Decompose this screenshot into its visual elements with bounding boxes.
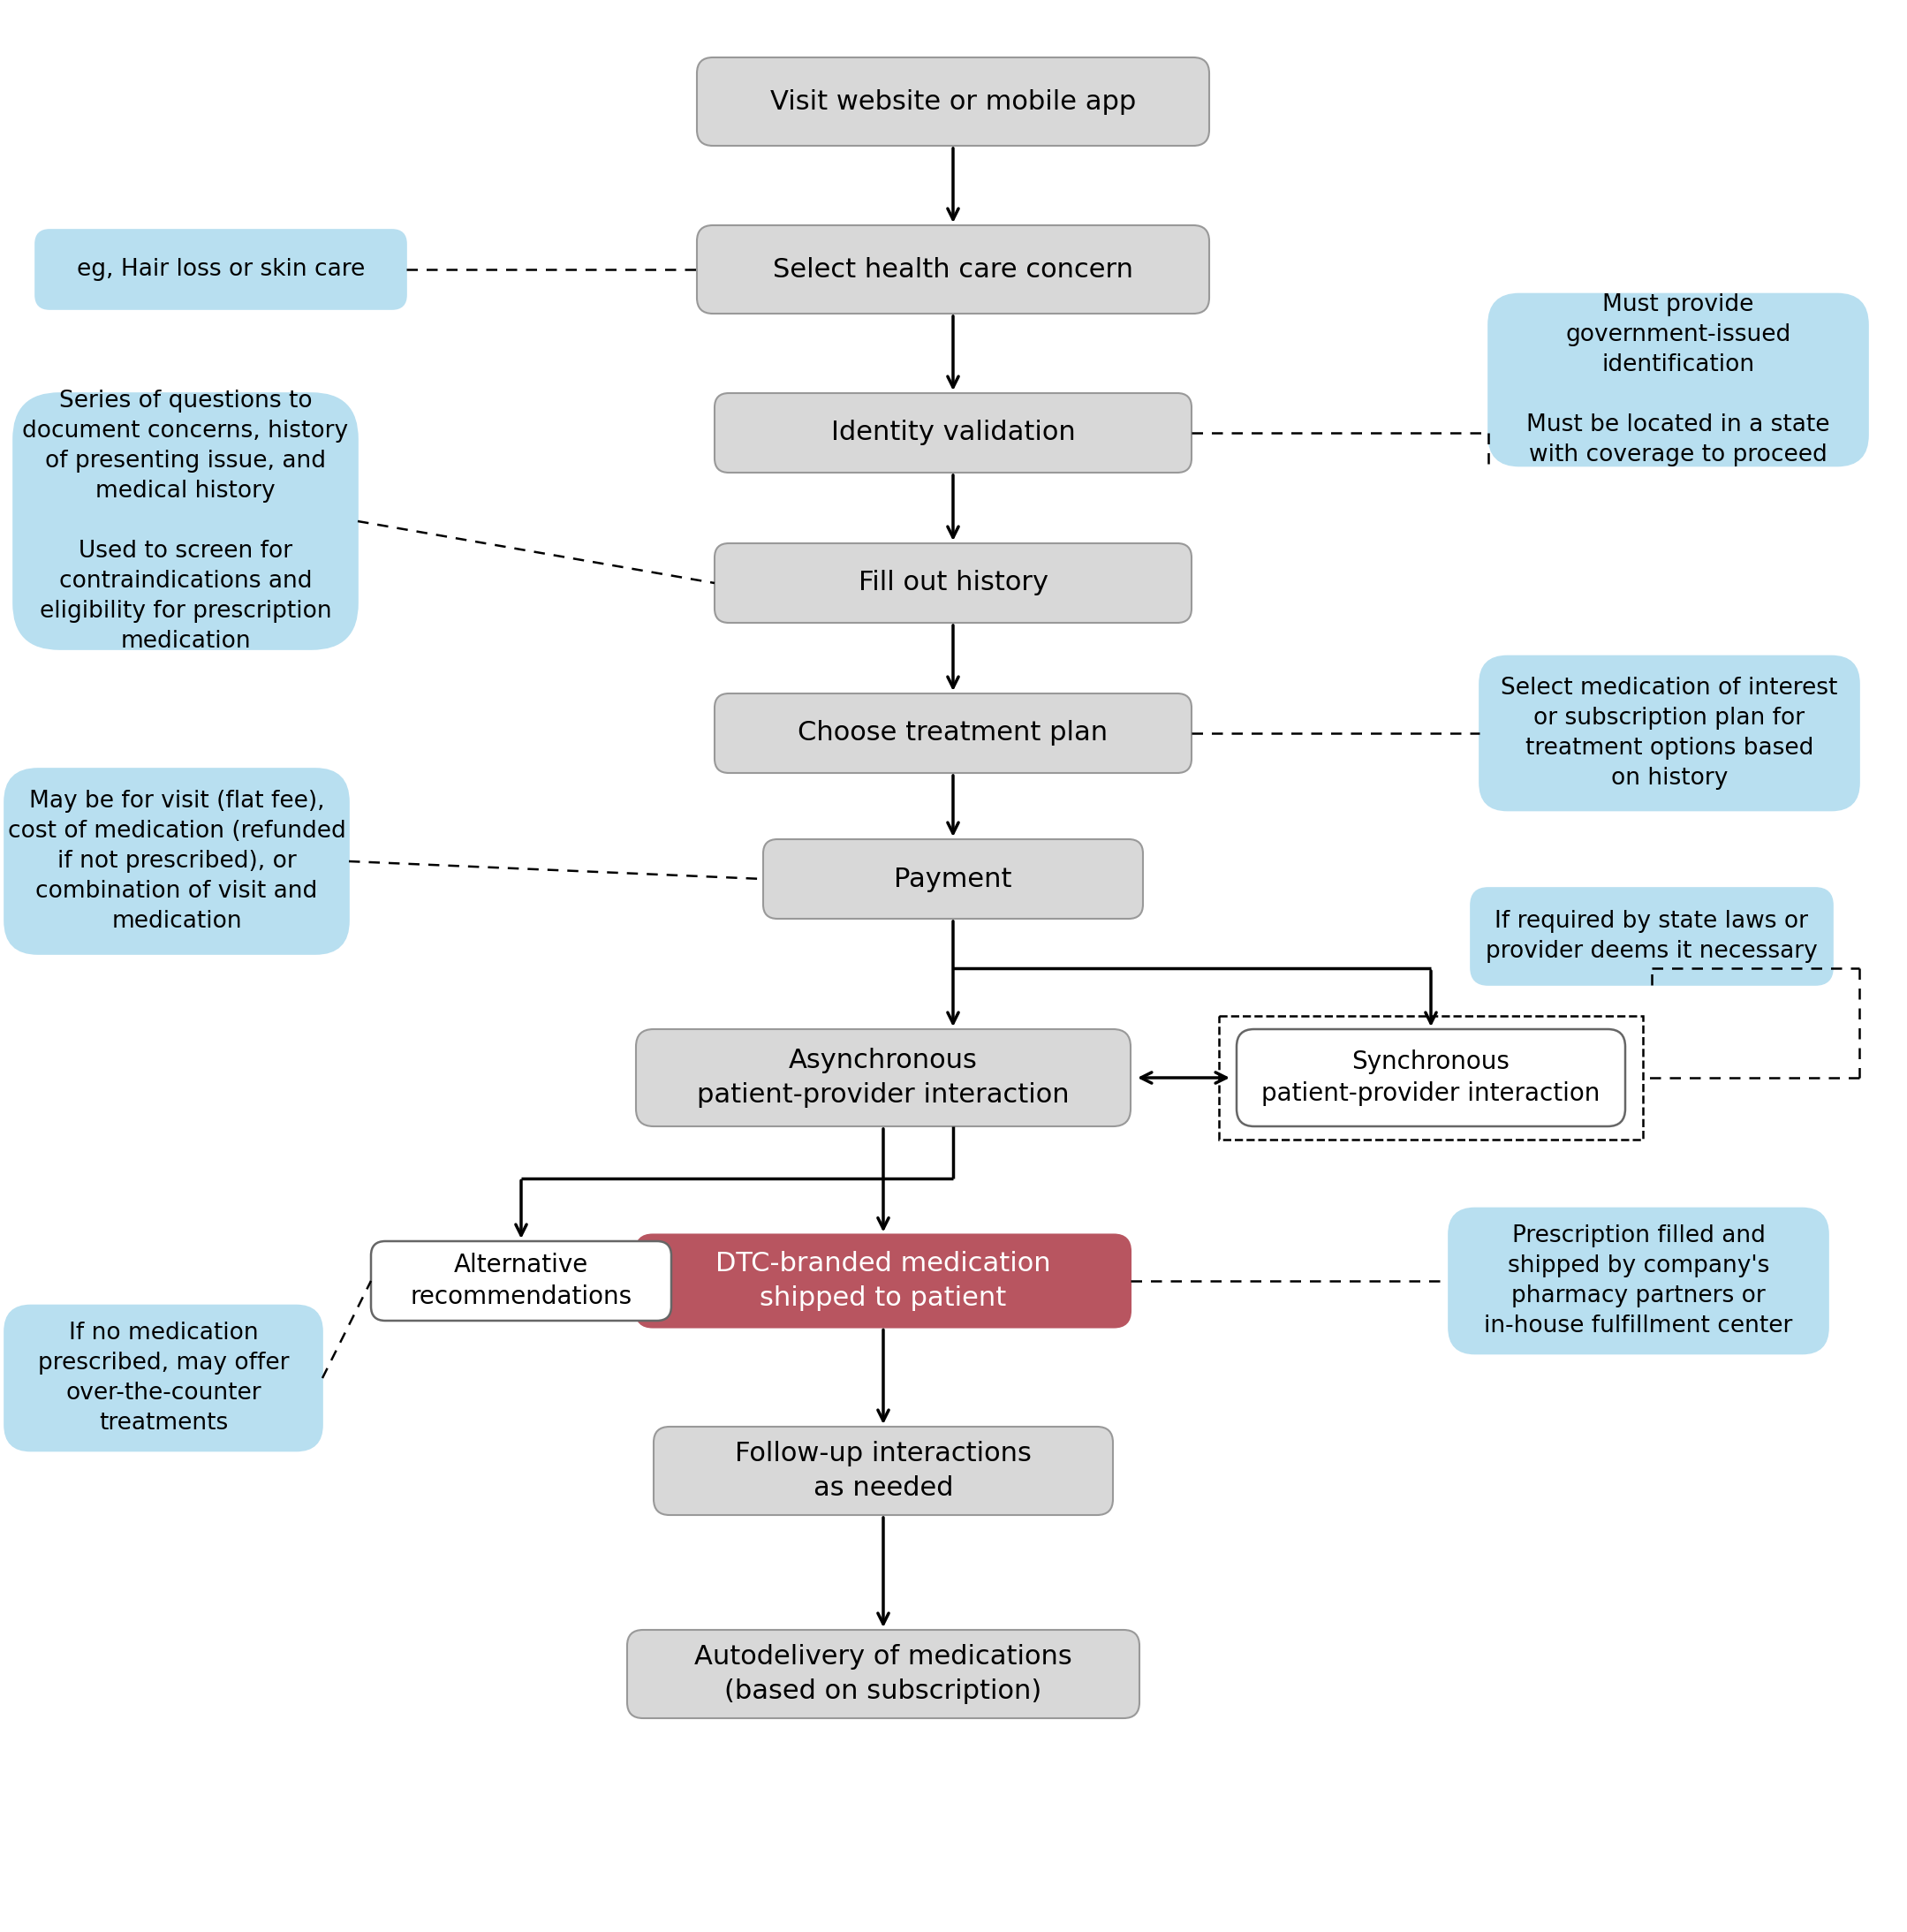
Text: Follow-up interactions
as needed: Follow-up interactions as needed [734, 1441, 1032, 1501]
Text: Must provide
government-issued
identification

Must be located in a state
with c: Must provide government-issued identific… [1526, 294, 1831, 466]
FancyBboxPatch shape [36, 230, 406, 309]
FancyBboxPatch shape [1470, 889, 1833, 985]
Text: Payment: Payment [894, 866, 1013, 893]
Text: Series of questions to
document concerns, history
of presenting issue, and
medic: Series of questions to document concerns… [23, 390, 349, 653]
FancyBboxPatch shape [627, 1631, 1138, 1718]
FancyBboxPatch shape [1449, 1208, 1829, 1354]
Text: Autodelivery of medications
(based on subscription): Autodelivery of medications (based on su… [694, 1644, 1072, 1704]
FancyBboxPatch shape [13, 392, 359, 649]
Text: Synchronous
patient-provider interaction: Synchronous patient-provider interaction [1262, 1049, 1600, 1107]
Text: May be for visit (flat fee),
cost of medication (refunded
if not prescribed), or: May be for visit (flat fee), cost of med… [8, 790, 345, 933]
FancyBboxPatch shape [635, 1030, 1131, 1126]
FancyBboxPatch shape [654, 1426, 1114, 1515]
FancyBboxPatch shape [715, 694, 1192, 773]
FancyBboxPatch shape [635, 1235, 1131, 1327]
Text: Visit website or mobile app: Visit website or mobile app [770, 89, 1137, 114]
Text: Select medication of interest
or subscription plan for
treatment options based
o: Select medication of interest or subscri… [1501, 676, 1838, 790]
FancyBboxPatch shape [1487, 294, 1869, 466]
FancyBboxPatch shape [715, 392, 1192, 473]
FancyBboxPatch shape [1480, 657, 1859, 811]
FancyBboxPatch shape [4, 769, 349, 954]
Text: If no medication
prescribed, may offer
over-the-counter
treatments: If no medication prescribed, may offer o… [38, 1321, 290, 1435]
FancyBboxPatch shape [763, 838, 1142, 920]
FancyBboxPatch shape [4, 1306, 322, 1451]
Text: Alternative
recommendations: Alternative recommendations [410, 1252, 631, 1310]
FancyBboxPatch shape [696, 226, 1209, 313]
Text: Choose treatment plan: Choose treatment plan [797, 721, 1108, 746]
Text: eg, Hair loss or skin care: eg, Hair loss or skin care [76, 259, 364, 280]
Text: Identity validation: Identity validation [831, 419, 1076, 446]
FancyBboxPatch shape [372, 1240, 671, 1321]
FancyBboxPatch shape [715, 543, 1192, 622]
Text: Select health care concern: Select health care concern [772, 257, 1133, 282]
Text: DTC-branded medication
shipped to patient: DTC-branded medication shipped to patien… [715, 1252, 1051, 1310]
Text: If required by state laws or
provider deems it necessary: If required by state laws or provider de… [1486, 910, 1817, 962]
FancyBboxPatch shape [696, 58, 1209, 145]
FancyBboxPatch shape [1236, 1030, 1625, 1126]
Text: Asynchronous
patient-provider interaction: Asynchronous patient-provider interactio… [698, 1047, 1070, 1107]
Text: Prescription filled and
shipped by company's
pharmacy partners or
in-house fulfi: Prescription filled and shipped by compa… [1484, 1225, 1793, 1337]
Text: Fill out history: Fill out history [858, 570, 1049, 595]
